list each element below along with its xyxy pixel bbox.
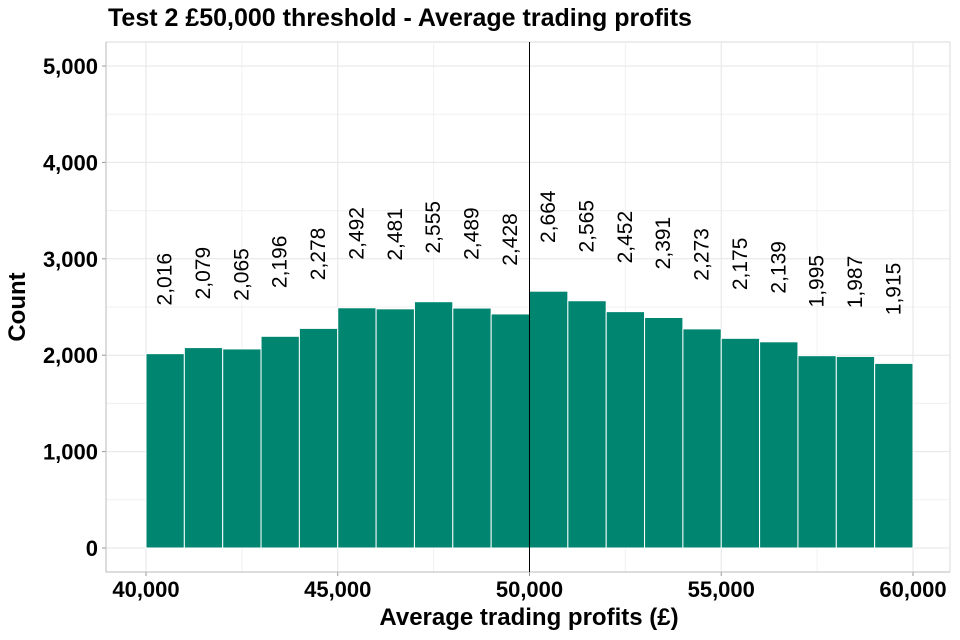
histogram-bar bbox=[452, 307, 492, 549]
histogram-bar bbox=[183, 347, 224, 549]
y-tick-label: 1,000 bbox=[43, 440, 98, 465]
bar-data-label: 1,915 bbox=[882, 263, 905, 316]
bar-data-label: 2,492 bbox=[345, 207, 368, 260]
bar-data-label: 2,565 bbox=[576, 200, 599, 253]
y-tick-label: 2,000 bbox=[43, 343, 98, 368]
histogram-bar bbox=[567, 300, 607, 549]
bar-data-label: 1,995 bbox=[806, 255, 829, 308]
bar-data-label: 2,065 bbox=[230, 248, 253, 301]
bar-data-label: 2,481 bbox=[384, 208, 407, 261]
bar-data-label: 2,428 bbox=[499, 213, 522, 266]
x-axis-label: Average trading profits (£) bbox=[379, 604, 679, 631]
histogram-bar bbox=[145, 353, 185, 549]
bar-data-label: 2,664 bbox=[537, 190, 560, 243]
x-tick-label: 45,000 bbox=[304, 577, 371, 602]
bar-data-label: 1,987 bbox=[844, 256, 867, 309]
histogram-bar bbox=[797, 355, 837, 549]
bar-data-label: 2,278 bbox=[307, 228, 330, 281]
histogram-bar bbox=[260, 335, 300, 549]
histogram-bar bbox=[682, 328, 722, 549]
x-tick-label: 50,000 bbox=[496, 577, 563, 602]
histogram-bar bbox=[413, 301, 454, 549]
x-tick-label: 55,000 bbox=[688, 577, 755, 602]
histogram-bar bbox=[375, 308, 415, 549]
y-tick-label: 0 bbox=[86, 536, 98, 561]
bar-data-label: 2,273 bbox=[691, 228, 714, 281]
bar-data-label: 2,196 bbox=[269, 236, 292, 289]
bar-data-label: 2,391 bbox=[652, 217, 675, 270]
bar-data-label: 2,079 bbox=[192, 247, 215, 300]
histogram-bar bbox=[298, 327, 339, 549]
chart-title: Test 2 £50,000 threshold - Average tradi… bbox=[108, 4, 692, 32]
histogram-bar bbox=[605, 311, 646, 549]
histogram-bar bbox=[720, 337, 761, 549]
histogram-bar bbox=[874, 362, 914, 549]
bar-data-label: 2,555 bbox=[422, 201, 445, 254]
y-tick-label: 5,000 bbox=[43, 54, 98, 79]
y-tick-label: 4,000 bbox=[43, 150, 98, 175]
x-tick-label: 40,000 bbox=[112, 577, 179, 602]
histogram-bar bbox=[529, 290, 569, 549]
x-tick-label: 60,000 bbox=[879, 577, 946, 602]
histogram-bar bbox=[759, 341, 799, 549]
histogram-bar bbox=[490, 313, 530, 549]
bar-data-label: 2,016 bbox=[154, 253, 177, 306]
histogram-bar bbox=[222, 348, 262, 549]
histogram-bar bbox=[337, 307, 377, 549]
bar-data-label: 2,175 bbox=[729, 238, 752, 291]
bar-data-label: 2,139 bbox=[767, 241, 790, 294]
bar-data-label: 2,489 bbox=[460, 207, 483, 260]
histogram-bar bbox=[835, 355, 876, 549]
bar-data-label: 2,452 bbox=[614, 211, 637, 264]
y-tick-label: 3,000 bbox=[43, 247, 98, 272]
histogram-bar bbox=[644, 317, 684, 549]
